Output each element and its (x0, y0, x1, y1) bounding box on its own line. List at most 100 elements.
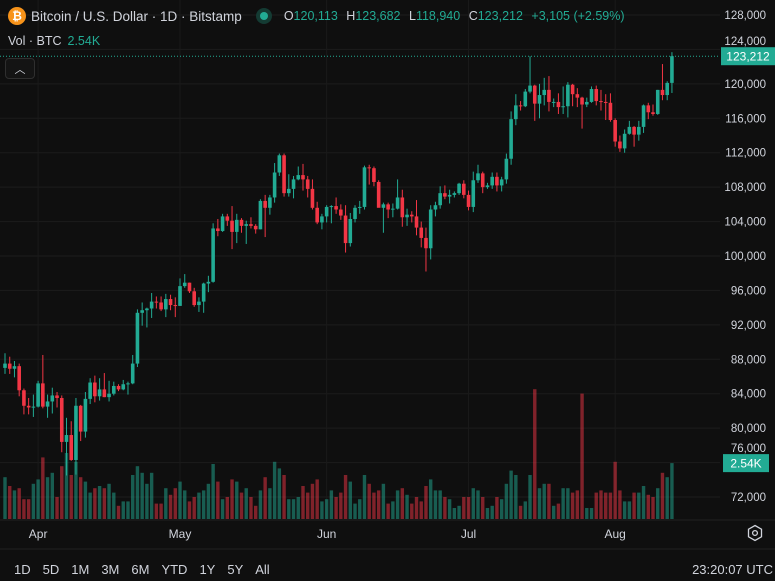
candle (7, 356, 12, 374)
period-1y[interactable]: 1Y (199, 562, 216, 577)
candle-body (201, 283, 206, 302)
candle (424, 227, 428, 272)
candle (140, 302, 144, 326)
volume-bar (60, 466, 64, 519)
period-1m[interactable]: 1M (71, 562, 90, 577)
volume-bar (126, 501, 130, 519)
candle (462, 180, 466, 199)
candle (130, 354, 135, 385)
candle (551, 98, 556, 108)
volume-bar (78, 477, 83, 519)
candle-body (575, 94, 580, 98)
candle (192, 287, 196, 307)
candle-body (499, 179, 504, 186)
collapse-legend-button[interactable]: ︿ (5, 58, 35, 79)
volume-bar (310, 483, 315, 519)
candle-body (320, 216, 324, 223)
candle (509, 111, 513, 165)
volume-bar (55, 497, 59, 519)
plot-area (0, 0, 720, 520)
chart-legend: ₿ Bitcoin / U.S. Dollar · 1D · Bitstamp … (8, 7, 630, 25)
volume-bar (537, 488, 542, 519)
candle (566, 82, 570, 118)
candle (111, 381, 116, 396)
candle (542, 77, 547, 106)
candle (59, 395, 64, 453)
period-6m[interactable]: 6M (131, 562, 150, 577)
candle-body (31, 406, 36, 408)
market-status-icon[interactable] (255, 8, 272, 24)
volume-bar (471, 488, 475, 519)
volume-bar (376, 490, 381, 519)
candle-body (476, 173, 480, 181)
volume-bar (433, 490, 438, 519)
candle (225, 213, 230, 226)
candle (670, 52, 674, 93)
gear-icon[interactable] (746, 524, 764, 542)
candle (547, 76, 551, 112)
candle (201, 282, 206, 313)
symbol-title[interactable]: Bitcoin / U.S. Dollar · 1D · Bitstamp (31, 8, 242, 24)
x-tick-label: Aug (604, 527, 625, 541)
period-ytd[interactable]: YTD (161, 562, 188, 577)
period-5y[interactable]: 5Y (227, 562, 244, 577)
candle-body (523, 91, 528, 107)
timezone-clock[interactable]: 23:20:07 UTC (692, 562, 773, 577)
candle-body (466, 194, 471, 207)
period-3m[interactable]: 3M (101, 562, 120, 577)
candle-body (97, 389, 102, 397)
candle-body (353, 207, 357, 219)
volume-bar (154, 503, 159, 519)
volume-bar (192, 497, 196, 519)
volume-bar (447, 499, 452, 519)
candle-body (234, 219, 239, 232)
candle-body (400, 197, 405, 218)
volume-bar (168, 494, 173, 519)
candle (457, 182, 461, 195)
period-all[interactable]: All (255, 562, 270, 577)
candle (310, 179, 315, 210)
volume-bar (291, 499, 296, 519)
candle (93, 375, 97, 403)
candlestick-chart[interactable]: 72,000 76,000 80,000 84,000 88,000 92,000 96,0… (0, 0, 775, 550)
candle-body (348, 218, 353, 244)
volume-bar (362, 475, 367, 519)
candle-body (130, 363, 135, 384)
volume-bar (405, 494, 409, 519)
candle-body (3, 363, 7, 368)
candle (26, 398, 31, 415)
candle (102, 373, 107, 398)
candle-body (197, 301, 201, 306)
period-5d[interactable]: 5D (42, 562, 60, 577)
candle-body (74, 405, 78, 460)
candle-body (145, 308, 149, 311)
candle (651, 104, 655, 116)
volume-bar (566, 488, 570, 519)
volume-bar (324, 499, 329, 519)
volume-bar (670, 463, 674, 519)
volume-bar (542, 483, 546, 519)
volume-bar (235, 481, 239, 519)
y-tick-label: 96,000 (731, 285, 766, 297)
candle (532, 84, 537, 121)
volume-bar (187, 501, 192, 519)
volume-label[interactable]: Vol · BTC (8, 34, 62, 48)
candle (272, 163, 277, 203)
close-label: C (468, 9, 478, 23)
volume-bar (26, 499, 31, 519)
candle (438, 186, 442, 209)
candle (315, 201, 319, 225)
y-tick-label: 116,000 (725, 113, 766, 125)
period-1d[interactable]: 1D (14, 562, 31, 577)
volume-bar (651, 497, 655, 519)
volume-bar (36, 479, 40, 519)
candle (343, 205, 348, 253)
candle-body (433, 205, 438, 210)
volume-bar (599, 490, 603, 519)
candle-body (514, 105, 518, 120)
candle-body (315, 207, 319, 223)
candle (485, 182, 490, 189)
candle-body (310, 188, 315, 208)
candle (480, 171, 485, 194)
y-tick-label: 120,000 (724, 79, 766, 91)
